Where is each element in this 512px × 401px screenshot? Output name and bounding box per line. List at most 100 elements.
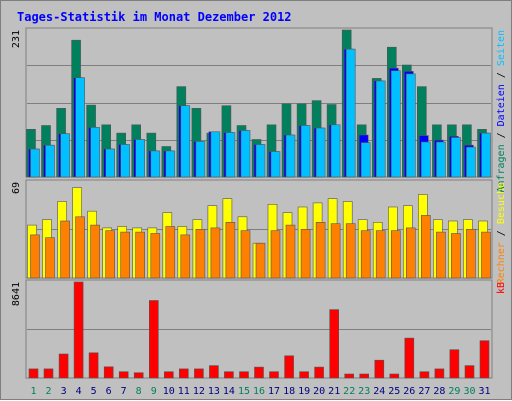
panel-2-bar-rechner-17 [270, 230, 281, 279]
x-tick-label-11: 11 [178, 386, 190, 397]
x-tick-label-6: 6 [106, 386, 112, 397]
panel-1-bar-seiten-23 [360, 142, 371, 178]
panel-3-bar-kb-18 [284, 355, 294, 379]
x-tick-label-16: 16 [253, 386, 265, 397]
panel-1-bar-seiten-28 [436, 141, 446, 178]
panel-2-bar-rechner-12 [195, 229, 206, 279]
panel-3-bar-kb-13 [209, 365, 219, 379]
panel-1-bar-seiten-12 [195, 141, 206, 178]
panel-2-bar-rechner-9 [150, 233, 161, 279]
panel-3-bar-kb-12 [194, 368, 204, 379]
panel-1-bar-seiten-24 [375, 80, 386, 178]
x-tick-label-31: 31 [478, 386, 490, 397]
panel-1-max-label: 231 [11, 30, 22, 48]
panel-3-bar-kb-17 [269, 371, 279, 379]
panel-1-bar-seiten-3 [60, 133, 70, 178]
panel-3-bar-kb-5 [88, 352, 99, 379]
panel-1-bar-seiten-13 [210, 131, 221, 178]
panel-2-legend-part: Besuche [496, 182, 507, 224]
panel-3-bar-kb-23 [359, 373, 370, 379]
panel-2-bar-rechner-16 [255, 242, 266, 279]
panel-1-side-legend: Anfragen / Dateien / Seiten [496, 30, 507, 193]
panel-1-bar-seiten-6 [105, 148, 115, 178]
x-tick-label-13: 13 [208, 386, 220, 397]
panel-1-bar-seiten-1 [30, 148, 40, 178]
panel-3-bar-kb-10 [164, 371, 174, 379]
panel-2-bar-rechner-1 [30, 234, 40, 279]
panel-1-legend-part: Dateien [496, 84, 507, 126]
panel-1-bar-seiten-5 [90, 127, 100, 178]
x-tick-label-23: 23 [358, 386, 370, 397]
x-tick-label-14: 14 [223, 386, 235, 397]
x-tick-label-7: 7 [121, 386, 127, 397]
panel-3-bar-kb-11 [179, 368, 189, 379]
panel-1-bar-seiten-4 [75, 77, 85, 178]
panel-1-legend-part: / [496, 66, 507, 84]
panel-1-legend-part: Seiten [496, 30, 507, 66]
x-tick-label-29: 29 [448, 386, 460, 397]
panel-3-bar-kb-7 [118, 371, 129, 379]
x-tick-label-4: 4 [76, 386, 82, 397]
panel-2-bar-rechner-11 [180, 234, 191, 279]
panel-1-bar-seiten-17 [270, 151, 281, 178]
panel-3-bar-kb-21 [329, 309, 340, 379]
panel-2-side-legend: Rechner / Besuche [496, 182, 507, 284]
panel-2-bar-rechner-22 [345, 223, 356, 279]
x-tick-label-20: 20 [313, 386, 325, 397]
x-tick-label-10: 10 [163, 386, 175, 397]
panel-1-bar-seiten-14 [225, 132, 236, 178]
panel-2-legend-part: / [496, 224, 507, 242]
x-tick-label-28: 28 [433, 386, 445, 397]
panel-1-bar-seiten-18 [285, 134, 296, 178]
panel-1-bar-seiten-8 [135, 139, 145, 178]
panel-2-bar-rechner-26 [405, 227, 416, 279]
panel-2-legend-part: Rechner [496, 242, 507, 284]
panel-2-bar-rechner-5 [90, 224, 100, 279]
panel-2-bar-rechner-27 [420, 215, 431, 279]
x-tick-label-22: 22 [343, 386, 355, 397]
panel-2-bar-rechner-14 [225, 222, 236, 279]
x-tick-label-17: 17 [268, 386, 280, 397]
x-tick-label-5: 5 [91, 386, 97, 397]
panel-3-bar-kb-8 [133, 372, 144, 379]
panel-2-bar-rechner-15 [240, 230, 251, 279]
panel-3-bar-kb-4 [73, 281, 84, 379]
panel-3-bar-kb-27 [419, 371, 430, 379]
panel-3-bar-kb-14 [224, 371, 234, 379]
panel-2-bar-rechner-4 [75, 216, 85, 279]
panel-1-bar-seiten-30 [466, 146, 476, 178]
panel-2-bar-rechner-7 [120, 231, 130, 279]
chart-title: Tages-Statistik im Monat Dezember 2012 [17, 10, 292, 24]
panel-3-bar-kb-1 [28, 368, 39, 379]
panel-1-bar-seiten-16 [255, 144, 266, 178]
panel-3-bar-kb-25 [389, 373, 400, 379]
panel-2-bar-rechner-23 [360, 230, 371, 279]
x-tick-label-3: 3 [61, 386, 67, 397]
panel-3-bar-kb-28 [434, 368, 445, 379]
panel-3-bar-kb-29 [449, 349, 460, 379]
panel-2-bar-rechner-10 [165, 226, 176, 279]
x-tick-label-24: 24 [373, 386, 385, 397]
panel-1-bar-seiten-22 [345, 48, 356, 178]
panel-1-bar-seiten-7 [120, 144, 130, 178]
panel-2-bar-rechner-19 [300, 229, 311, 279]
panel-3-bar-kb-26 [404, 337, 415, 379]
panel-2-bar-rechner-18 [285, 224, 296, 279]
panel-2-bar-rechner-8 [135, 231, 145, 279]
panel-2-bar-rechner-20 [315, 222, 326, 279]
panel-1-bar-seiten-2 [45, 144, 55, 178]
panel-3-bar-kb-24 [374, 359, 385, 379]
x-tick-label-27: 27 [418, 386, 430, 397]
panel-1-bar-seiten-27 [420, 141, 431, 178]
panel-1-legend-part: / [496, 126, 507, 144]
panel-1-bar-seiten-10 [165, 150, 176, 178]
panel-1-bar-seiten-31 [481, 132, 491, 178]
panel-3-bar-kb-6 [103, 366, 114, 379]
panel-3-bar-kb-15 [239, 371, 249, 379]
panel-3-max-label: 8641 [11, 282, 22, 306]
panel-2-bar-rechner-21 [330, 223, 341, 279]
panel-3-bar-kb-3 [58, 353, 69, 379]
x-tick-label-25: 25 [388, 386, 400, 397]
